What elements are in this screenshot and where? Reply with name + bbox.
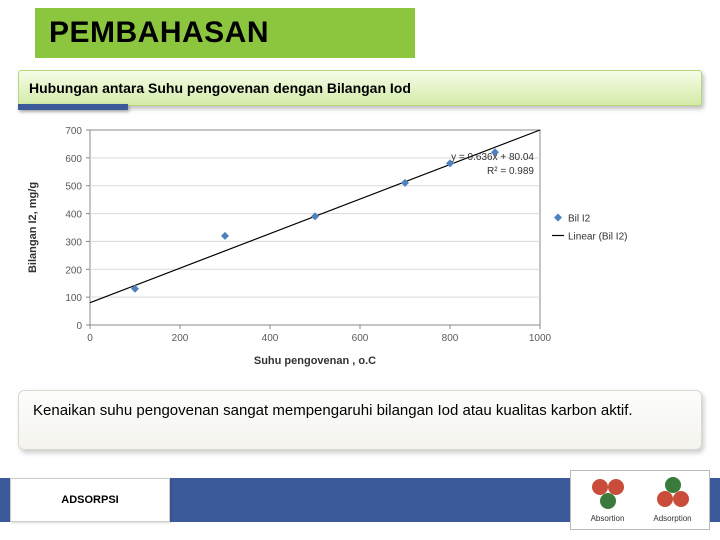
svg-text:400: 400 bbox=[65, 210, 82, 221]
svg-text:Bilangan I2, mg/g: Bilangan I2, mg/g bbox=[27, 182, 39, 273]
svg-text:R² = 0.989: R² = 0.989 bbox=[487, 166, 534, 177]
absorption-icon: Absortion bbox=[588, 477, 628, 523]
adsorption-icon: Adsorption bbox=[653, 477, 693, 523]
svg-text:800: 800 bbox=[442, 333, 459, 344]
svg-text:500: 500 bbox=[65, 182, 82, 193]
footer-label-text: ADSORPSI bbox=[61, 494, 118, 506]
description-text: Kenaikan suhu pengovenan sangat mempenga… bbox=[33, 401, 687, 421]
svg-text:300: 300 bbox=[65, 237, 82, 248]
svg-text:0: 0 bbox=[76, 321, 82, 332]
title-bar: PEMBAHASAN bbox=[35, 8, 415, 58]
absorption-label: Absortion bbox=[591, 514, 625, 523]
page-title: PEMBAHASAN bbox=[49, 16, 269, 50]
svg-text:Linear (Bil I2): Linear (Bil I2) bbox=[568, 232, 627, 243]
iod-chart: 0 100 200 300 400 500 600 700 0 200 400 600 800 1000 S… bbox=[20, 120, 700, 370]
svg-text:200: 200 bbox=[172, 333, 189, 344]
svg-text:Suhu pengovenan , o.C: Suhu pengovenan , o.C bbox=[254, 355, 376, 367]
svg-text:y = 0.636x + 80.04: y = 0.636x + 80.04 bbox=[451, 152, 534, 163]
subtitle-text: Hubungan antara Suhu pengovenan dengan B… bbox=[29, 80, 411, 96]
svg-text:200: 200 bbox=[65, 265, 82, 276]
adsorption-label: Adsorption bbox=[653, 514, 691, 523]
svg-text:100: 100 bbox=[65, 293, 82, 304]
footer-label-box: ADSORPSI bbox=[10, 478, 170, 522]
svg-text:0: 0 bbox=[87, 333, 93, 344]
svg-text:700: 700 bbox=[65, 126, 82, 137]
svg-text:400: 400 bbox=[262, 333, 279, 344]
svg-text:1000: 1000 bbox=[529, 333, 552, 344]
svg-text:600: 600 bbox=[65, 154, 82, 165]
chart-container: 0 100 200 300 400 500 600 700 0 200 400 600 800 1000 S… bbox=[20, 120, 700, 370]
subtitle-accent bbox=[18, 104, 128, 110]
description-box: Kenaikan suhu pengovenan sangat mempenga… bbox=[18, 390, 702, 450]
svg-text:600: 600 bbox=[352, 333, 369, 344]
svg-text:Bil I2: Bil I2 bbox=[568, 214, 591, 225]
molecule-icons: Absortion Adsorption bbox=[570, 470, 710, 530]
subtitle-box: Hubungan antara Suhu pengovenan dengan B… bbox=[18, 70, 702, 106]
